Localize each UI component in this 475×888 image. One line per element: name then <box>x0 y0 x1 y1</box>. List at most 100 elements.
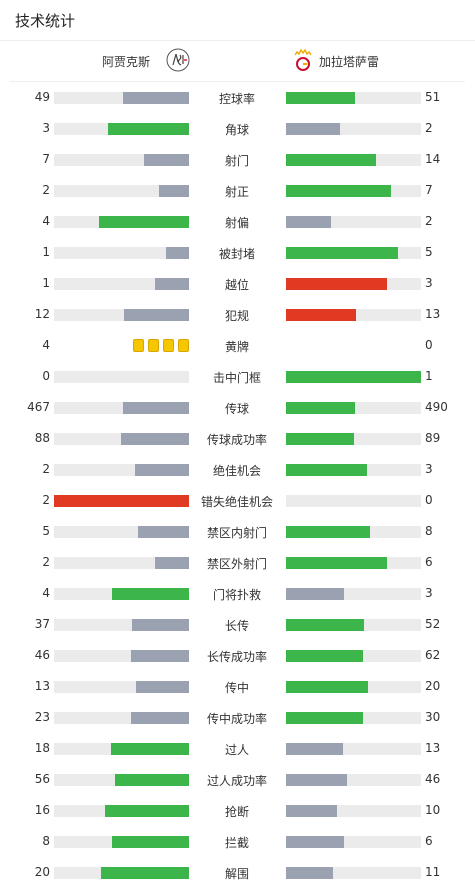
away-stat-value: 2 <box>425 214 433 228</box>
away-stat-bar <box>286 588 421 600</box>
away-stat-value: 20 <box>425 679 441 693</box>
home-stat-value: 4 <box>42 338 50 352</box>
away-stat-bar <box>286 743 421 755</box>
stat-row: 1 越位 3 <box>0 268 475 299</box>
away-stat-bar-fill <box>286 247 398 259</box>
home-stat-bar-fill <box>166 247 189 259</box>
away-stat-value: 46 <box>425 772 441 786</box>
away-stat-bar-fill <box>286 278 387 290</box>
home-stat-bar <box>54 681 189 693</box>
away-stat-bar-fill <box>286 309 356 321</box>
home-team-name: 阿贾克斯 <box>101 55 150 69</box>
away-stat-bar-fill <box>286 185 391 197</box>
stat-label: 绝佳机会 <box>212 464 261 478</box>
home-stat-bar <box>54 247 189 259</box>
away-stat-bar-fill <box>286 154 376 166</box>
home-stat-bar-fill <box>101 867 189 879</box>
away-stat-bar-fill <box>286 526 370 538</box>
away-stat-value: 3 <box>425 276 433 290</box>
away-stat-bar <box>286 278 421 290</box>
stat-row: 1 被封堵 5 <box>0 237 475 268</box>
away-stat-value: 11 <box>425 865 441 879</box>
away-stat-bar <box>286 557 421 569</box>
away-stat-bar <box>286 247 421 259</box>
home-stat-bar <box>54 650 189 662</box>
stat-label: 错失绝佳机会 <box>200 495 273 509</box>
home-stat-value: 46 <box>34 648 50 662</box>
stat-label: 长传 <box>224 619 249 633</box>
home-stat-bar <box>54 836 189 848</box>
home-stat-bar-fill <box>131 650 189 662</box>
home-stat-bar <box>54 588 189 600</box>
home-stat-bar <box>54 123 189 135</box>
home-stat-bar <box>54 712 189 724</box>
stat-label: 禁区内射门 <box>206 526 267 540</box>
away-stat-bar-fill <box>286 216 331 228</box>
home-stat-value: 13 <box>34 679 50 693</box>
home-stat-bar <box>54 867 189 879</box>
away-stat-bar <box>286 154 421 166</box>
stat-label: 解围 <box>224 867 249 881</box>
home-stat-bar <box>54 805 189 817</box>
home-stat-bar-fill <box>159 185 189 197</box>
stat-label: 被封堵 <box>218 247 255 261</box>
stat-row: 49 控球率 51 <box>0 82 475 113</box>
stat-label: 拦截 <box>224 836 249 850</box>
stat-row: 16 抢断 10 <box>0 795 475 826</box>
stat-row: 2 错失绝佳机会 0 <box>0 485 475 516</box>
stat-row: 3 角球 2 <box>0 113 475 144</box>
away-stat-bar <box>286 836 421 848</box>
stat-row: 12 犯规 13 <box>0 299 475 330</box>
home-stat-bar-fill <box>54 495 189 507</box>
away-stat-value: 0 <box>425 493 433 507</box>
away-stat-bar <box>286 867 421 879</box>
stat-row: 5 禁区内射门 8 <box>0 516 475 547</box>
stat-row: 4 门将扑救 3 <box>0 578 475 609</box>
home-stat-value: 4 <box>42 586 50 600</box>
home-stat-bar-fill <box>132 619 189 631</box>
away-stat-bar <box>286 619 421 631</box>
home-stat-bar-fill <box>112 588 189 600</box>
away-team-name: 加拉塔萨雷 <box>319 55 380 69</box>
home-stat-bar <box>54 619 189 631</box>
home-stat-value: 49 <box>34 90 50 104</box>
away-stat-bar-fill <box>286 712 363 724</box>
away-stat-bar-fill <box>286 402 355 414</box>
away-stat-value: 2 <box>425 121 433 135</box>
team-header: 阿贾克斯 加拉塔萨雷 <box>10 41 465 82</box>
away-stat-bar-fill <box>286 681 368 693</box>
away-stat-value: 490 <box>425 400 448 414</box>
away-stat-value: 1 <box>425 369 433 383</box>
home-stat-value: 3 <box>42 121 50 135</box>
away-stat-value: 30 <box>425 710 441 724</box>
home-stat-value: 88 <box>34 431 50 445</box>
home-stat-bar <box>54 526 189 538</box>
home-stat-bar-fill <box>105 805 189 817</box>
home-stat-value: 2 <box>42 183 50 197</box>
home-stat-value: 12 <box>34 307 50 321</box>
away-stat-bar <box>286 123 421 135</box>
home-stat-bar-fill <box>115 774 189 786</box>
stat-row: 37 长传 52 <box>0 609 475 640</box>
stat-label: 传中 <box>224 681 249 695</box>
home-stat-value: 0 <box>42 369 50 383</box>
galatasaray-crest-icon <box>294 48 312 71</box>
away-stat-bar-fill <box>286 805 337 817</box>
away-stat-bar <box>286 371 421 383</box>
away-stat-bar <box>286 650 421 662</box>
home-stat-bar-fill <box>135 464 189 476</box>
home-stat-bar-fill <box>155 557 189 569</box>
home-stat-bar-fill <box>138 526 189 538</box>
stat-label: 射正 <box>224 185 249 199</box>
away-stat-value: 89 <box>425 431 441 445</box>
home-stat-value: 23 <box>34 710 50 724</box>
away-stat-value: 8 <box>425 524 433 538</box>
home-stat-value: 18 <box>34 741 50 755</box>
away-stat-value: 51 <box>425 90 441 104</box>
stat-label: 犯规 <box>224 309 249 323</box>
yellow-card-icon <box>178 339 189 352</box>
stat-row: 4 黄牌 0 <box>0 330 475 361</box>
away-stat-value: 13 <box>425 741 441 755</box>
away-stat-bar <box>286 805 421 817</box>
home-stat-value: 2 <box>42 555 50 569</box>
